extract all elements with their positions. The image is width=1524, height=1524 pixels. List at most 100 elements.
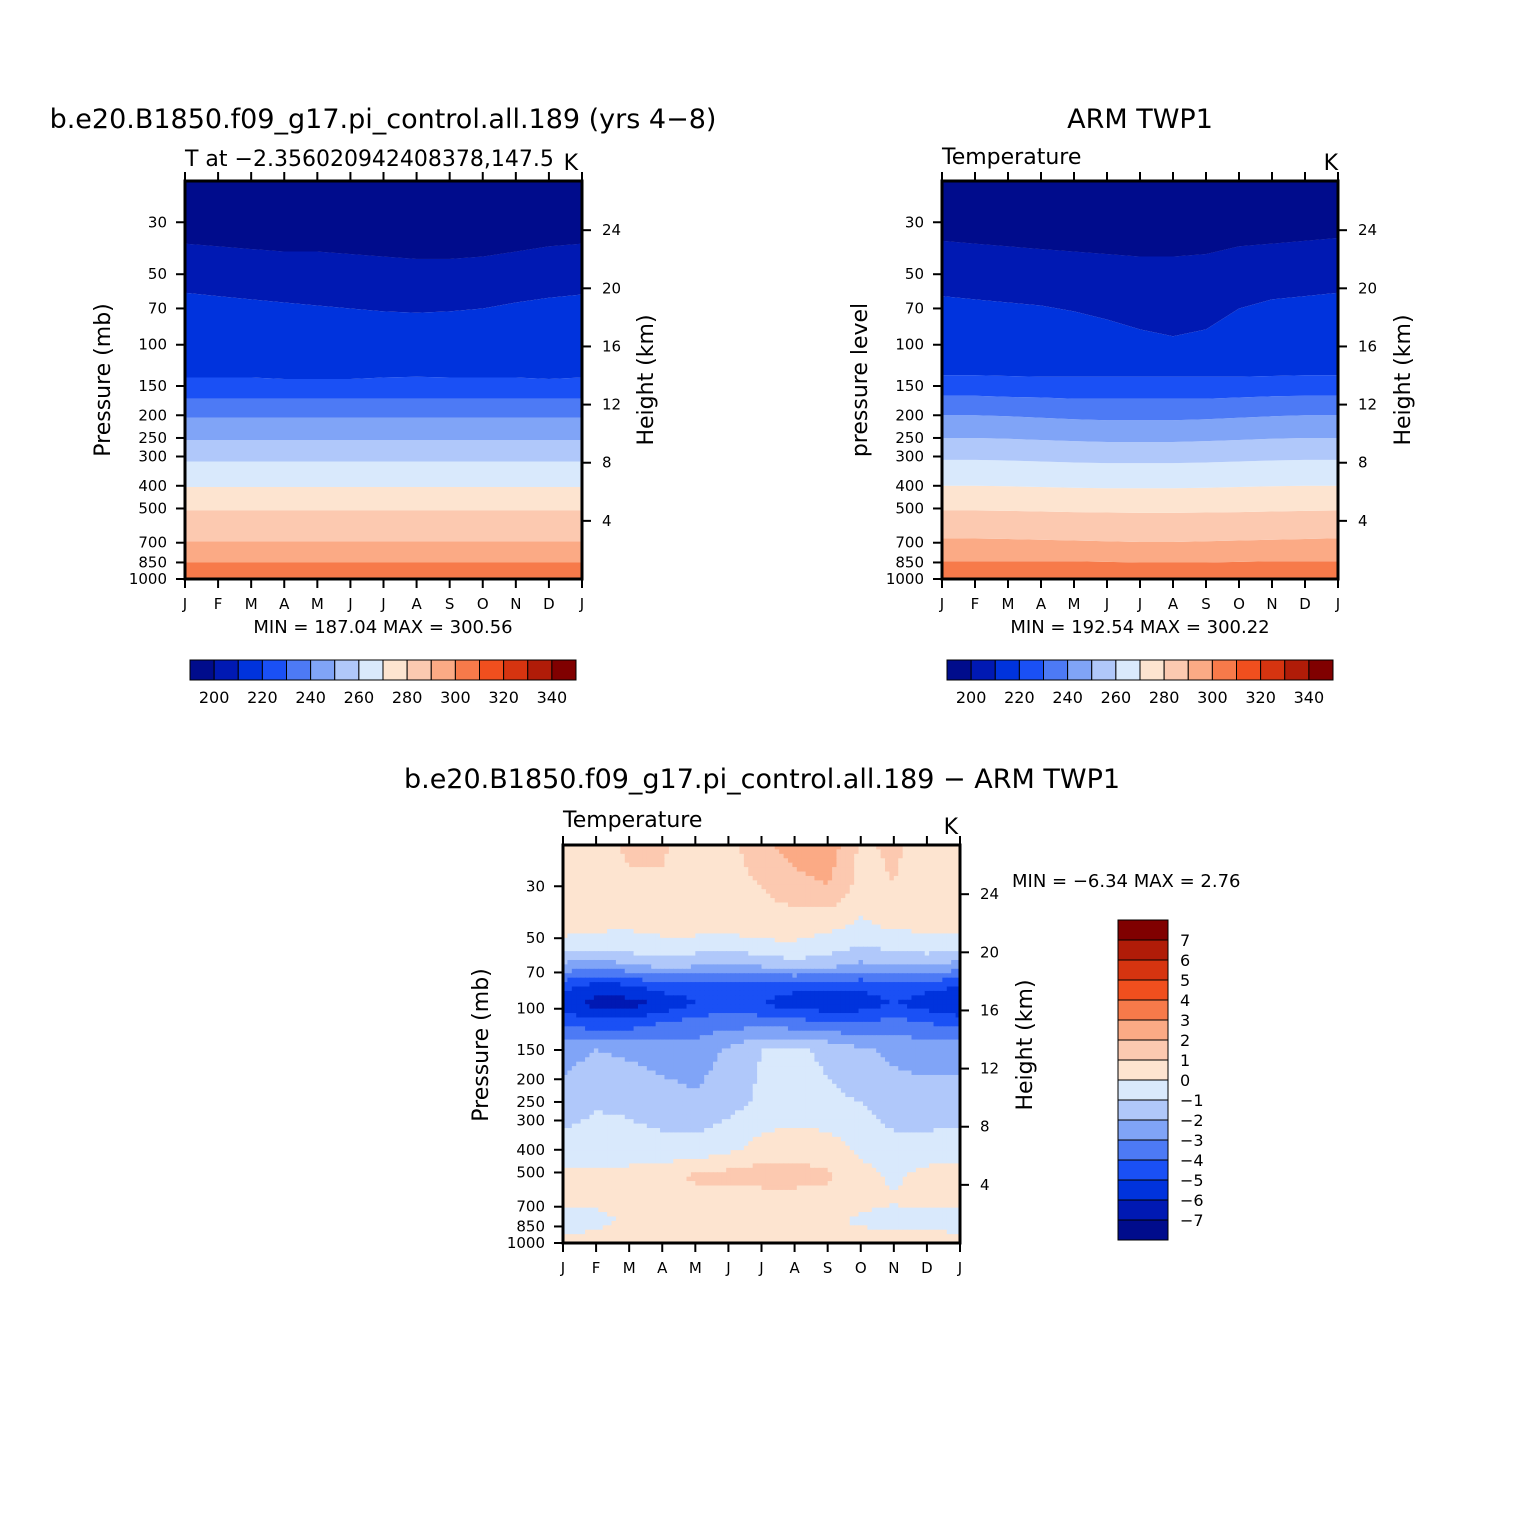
heatmap-cell: [576, 1061, 582, 1067]
heatmap-cell: [955, 893, 961, 899]
heatmap-cell: [893, 951, 899, 957]
heatmap-cell: [951, 893, 957, 899]
heatmap-cell: [576, 973, 582, 979]
contour-band: [942, 437, 1338, 464]
heatmap-cell: [712, 1035, 718, 1041]
heatmap-cell: [580, 845, 586, 851]
heatmap-cell: [942, 1035, 948, 1041]
heatmap-cell: [642, 1035, 648, 1041]
heatmap-cell: [902, 977, 908, 983]
heatmap-cell: [770, 1070, 776, 1076]
heatmap-cell: [682, 1008, 688, 1014]
heatmap-cell: [739, 1026, 745, 1032]
heatmap-cell: [827, 933, 833, 939]
heatmap-cell: [770, 995, 776, 1001]
heatmap-cell: [721, 995, 727, 1001]
heatmap-cell: [907, 898, 913, 904]
heatmap-cell: [664, 871, 670, 877]
heatmap-cell: [567, 849, 573, 855]
heatmap-cell: [642, 853, 648, 859]
heatmap-cell: [827, 893, 833, 899]
heatmap-cell: [752, 867, 758, 873]
heatmap-cell: [748, 1021, 754, 1027]
heatmap-cell: [611, 1074, 617, 1080]
heatmap-cell: [893, 999, 899, 1005]
heatmap-cell: [611, 946, 617, 952]
heatmap-cell: [739, 1061, 745, 1067]
heatmap-cell: [620, 845, 626, 851]
heatmap-cell: [796, 875, 802, 881]
heatmap-cell: [646, 1074, 652, 1080]
heatmap-cell: [779, 1008, 785, 1014]
heatmap-cell: [571, 915, 577, 921]
heatmap-cell: [757, 1008, 763, 1014]
heatmap-cell: [915, 1044, 921, 1050]
heatmap-cell: [743, 959, 749, 965]
heatmap-cell: [911, 1030, 917, 1036]
heatmap-cell: [580, 911, 586, 917]
heatmap-cell: [761, 1035, 767, 1041]
heatmap-cell: [668, 977, 674, 983]
heatmap-cell: [629, 1021, 635, 1027]
heatmap-cell: [867, 884, 873, 890]
heatmap-cell: [876, 920, 882, 926]
heatmap-cell: [765, 853, 771, 859]
heatmap-cell: [567, 884, 573, 890]
heatmap-cell: [929, 1030, 935, 1036]
heatmap-cell: [717, 955, 723, 961]
heatmap-cell: [946, 871, 952, 877]
heatmap-cell: [633, 906, 639, 912]
heatmap-cell: [677, 968, 683, 974]
heatmap-cell: [611, 1008, 617, 1014]
heatmap-cell: [832, 946, 838, 952]
heatmap-cell: [704, 933, 710, 939]
heatmap-cell: [893, 862, 899, 868]
heatmap-cell: [818, 893, 824, 899]
heatmap-cell: [730, 880, 736, 886]
heatmap-cell: [933, 1048, 939, 1054]
heatmap-cell: [677, 1061, 683, 1067]
heatmap-cell: [765, 959, 771, 965]
heatmap-cell: [832, 973, 838, 979]
y2-tick-label: 4: [1358, 512, 1368, 530]
heatmap-cell: [937, 880, 943, 886]
heatmap-cell: [955, 1013, 961, 1019]
heatmap-cell: [655, 990, 661, 996]
heatmap-cell: [933, 999, 939, 1005]
heatmap-cell: [827, 1030, 833, 1036]
heatmap-cell: [567, 920, 573, 926]
heatmap-cell: [585, 933, 591, 939]
heatmap-cell: [898, 973, 904, 979]
heatmap-cell: [783, 1035, 789, 1041]
heatmap-cell: [730, 1030, 736, 1036]
heatmap-cell: [911, 889, 917, 895]
heatmap-cell: [739, 920, 745, 926]
heatmap-cell: [735, 898, 741, 904]
heatmap-cell: [801, 858, 807, 864]
heatmap-cell: [637, 884, 643, 890]
heatmap-cell: [761, 875, 767, 881]
heatmap-cell: [849, 893, 855, 899]
heatmap-cell: [761, 1061, 767, 1067]
heatmap-cell: [580, 915, 586, 921]
heatmap-cell: [942, 937, 948, 943]
heatmap-cell: [765, 906, 771, 912]
heatmap-cell: [611, 880, 617, 886]
heatmap-cell: [607, 977, 613, 983]
heatmap-cell: [889, 911, 895, 917]
colorbar-swatch: [261, 659, 287, 681]
heatmap-cell: [567, 1074, 573, 1080]
heatmap-cell: [907, 977, 913, 983]
heatmap-cell: [620, 1048, 626, 1054]
heatmap-cell: [924, 889, 930, 895]
heatmap-cell: [924, 933, 930, 939]
heatmap-cell: [637, 1013, 643, 1019]
heatmap-cell: [735, 889, 741, 895]
heatmap-cell: [787, 1030, 793, 1036]
heatmap-cell: [814, 1066, 820, 1072]
heatmap-cell: [704, 902, 710, 908]
heatmap-cell: [849, 933, 855, 939]
heatmap-cell: [712, 977, 718, 983]
heatmap-cell: [761, 924, 767, 930]
heatmap-cell: [845, 867, 851, 873]
